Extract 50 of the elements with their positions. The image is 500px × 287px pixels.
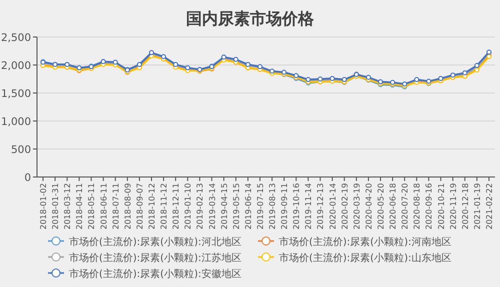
x-tick-label: 2018-09-07 xyxy=(135,183,144,230)
x-tick-label: 2019-01-10 xyxy=(184,183,193,230)
x-tick-label: 2019-05-15 xyxy=(232,183,241,230)
x-tick-label: 2020-05-20 xyxy=(376,183,386,230)
x-tick-label: 2020-12-18 xyxy=(460,183,470,230)
x-tick-label: 2020-10-21 xyxy=(436,183,446,230)
y-tick-label: 0 xyxy=(24,172,31,184)
x-tick-label: 2018-01-02 xyxy=(39,183,48,230)
x-tick-label: 2018-10-12 xyxy=(148,183,156,230)
x-tick-label: 2021-02-22 xyxy=(484,183,494,230)
legend-label: 市场价(主流价):尿素(小颗粒):安徽地区 xyxy=(69,268,242,280)
x-tick-label: 2019-08-13 xyxy=(268,183,278,230)
x-tick-label: 2019-11-14 xyxy=(304,183,314,230)
x-tick-label: 2018-05-11 xyxy=(87,183,96,230)
x-tick-label: 2019-03-14 xyxy=(208,183,217,230)
chart-title: 国内尿素市场价格 xyxy=(186,9,315,28)
y-tick-label: 2,500 xyxy=(0,32,31,44)
x-tick-label: 2020-11-19 xyxy=(448,183,458,230)
x-tick-label: 2020-07-20 xyxy=(400,183,410,230)
x-tick-label: 2019-12-13 xyxy=(316,183,326,230)
legend-label: 市场价(主流价):尿素(小颗粒):河南地区 xyxy=(279,236,452,248)
x-tick-label: 2018-04-11 xyxy=(75,183,84,230)
x-tick-label: 2020-01-14 xyxy=(328,183,338,230)
x-tick-label: 2018-11-12 xyxy=(160,183,169,230)
x-tick-label: 2019-02-13 xyxy=(196,183,205,230)
x-tick-label: 2019-06-14 xyxy=(244,183,253,230)
legend-label: 市场价(主流价):尿素(小颗粒):江苏地区 xyxy=(69,252,242,264)
legend-label: 市场价(主流价):尿素(小颗粒):河北地区 xyxy=(69,236,242,248)
x-tick-label: 2018-08-09 xyxy=(123,183,132,230)
x-tick-label: 2018-01-31 xyxy=(51,183,60,230)
x-tick-label: 2021-01-19 xyxy=(472,183,482,230)
y-tick-label: 1,000 xyxy=(0,116,31,128)
x-tick-label: 2019-04-15 xyxy=(220,183,229,230)
y-tick-label: 500 xyxy=(10,144,31,156)
x-tick-label: 2020-03-19 xyxy=(352,183,362,230)
x-tick-label: 2018-12-11 xyxy=(172,183,181,230)
y-tick-label: 1,500 xyxy=(0,88,31,100)
x-tick-label: 2020-04-20 xyxy=(364,183,374,230)
x-tick-label: 2019-07-15 xyxy=(256,183,265,230)
y-tick-label: 2,000 xyxy=(0,60,31,72)
x-tick-label: 2019-09-11 xyxy=(280,183,290,230)
x-tick-label: 2020-09-16 xyxy=(424,183,434,230)
x-tick-label: 2018-03-12 xyxy=(63,183,72,230)
x-tick-label: 2018-07-11 xyxy=(111,183,120,230)
x-tick-label: 2020-02-19 xyxy=(340,183,350,230)
x-tick-label: 2020-06-18 xyxy=(388,183,398,230)
x-tick-label: 2020-08-18 xyxy=(412,183,422,230)
x-tick-label: 2019-10-16 xyxy=(292,183,302,230)
x-tick-label: 2018-06-11 xyxy=(99,183,108,230)
legend-label: 市场价(主流价):尿素(小颗粒):山东地区 xyxy=(279,252,452,264)
